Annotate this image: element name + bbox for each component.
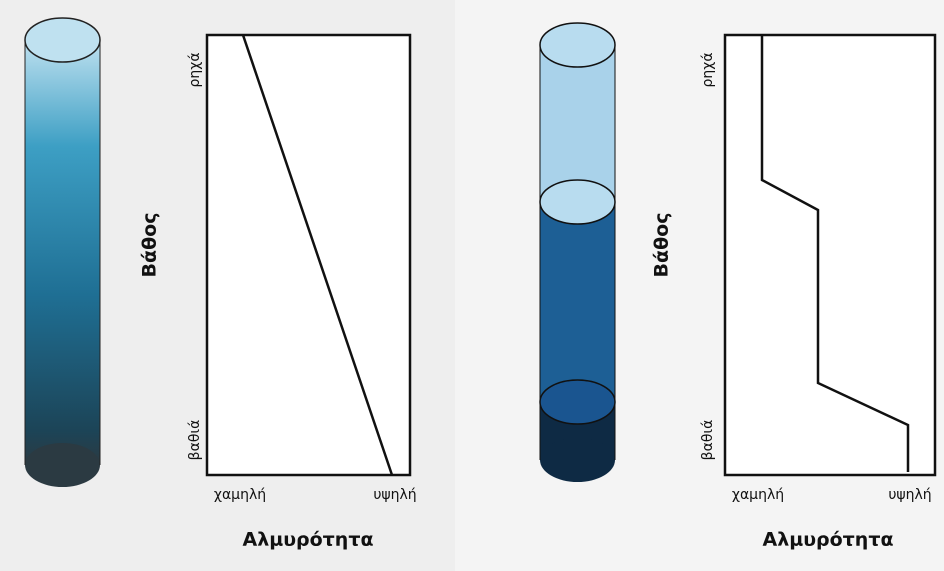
x-right-label: υψηλή [373, 487, 416, 503]
cylinder-layered [540, 23, 615, 482]
x-left-label: χαμηλή [214, 487, 266, 503]
y-axis-title: Βάθος [139, 213, 161, 278]
y-top-label: ρηχά [700, 52, 716, 87]
y-axis-title: Βάθος [651, 213, 673, 278]
x-axis-title: Αλμυρότητα [242, 529, 373, 551]
y-bottom-label: βαθιά [700, 420, 716, 461]
x-right-label: υψηλή [888, 487, 931, 503]
graph-frame [207, 35, 410, 475]
x-left-label: χαμηλή [732, 487, 784, 503]
y-bottom-label: βαθιά [187, 420, 203, 461]
graph-frame [725, 35, 935, 475]
diagram: Βάθος ρηχά βαθιά χαμηλή υψηλή Αλμυρότητα… [0, 0, 944, 571]
cylinder-gradient [25, 18, 100, 487]
y-top-label: ρηχά [187, 52, 203, 87]
x-axis-title: Αλμυρότητα [762, 529, 893, 551]
